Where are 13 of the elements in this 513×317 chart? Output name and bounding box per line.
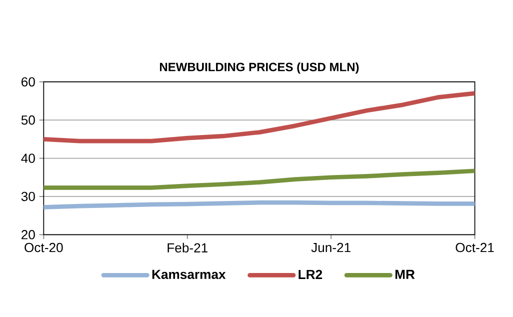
y-tick-label: 30: [21, 192, 35, 202]
x-tick-label: Oct-20: [24, 243, 63, 252]
legend-label: MR: [395, 270, 415, 280]
x-tick-label: Oct-21: [456, 243, 494, 252]
y-tick-label: 50: [21, 116, 35, 125]
y-tick-label: 20: [22, 230, 35, 240]
x-tick-label: Jun-21: [311, 243, 350, 252]
chart-title: NEWBUILDING PRICES (USD MLN): [160, 62, 359, 74]
y-tick-label: 60: [22, 77, 35, 87]
x-tick-label: Feb-21: [168, 243, 208, 253]
legend-label: LR2: [298, 270, 322, 280]
legend-label: Kamsarmax: [152, 270, 226, 280]
y-tick-label: 40: [21, 154, 35, 164]
